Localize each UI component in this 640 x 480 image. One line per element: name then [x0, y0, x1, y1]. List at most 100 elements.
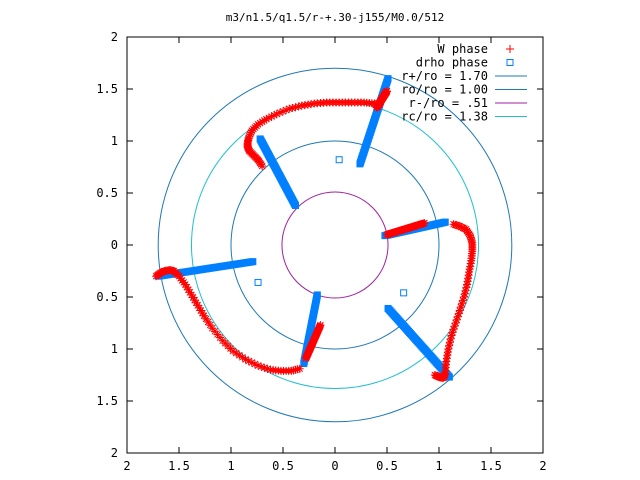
w-point: [244, 356, 253, 365]
w-point: [250, 360, 259, 369]
y-tick-label: 2: [111, 446, 118, 460]
w-point: [258, 161, 267, 170]
w-point: [467, 256, 476, 265]
drho-point: [441, 218, 449, 226]
w-point: [289, 366, 298, 375]
w-point: [282, 106, 291, 115]
w-point: [267, 112, 276, 121]
w-point: [467, 237, 476, 246]
w-point: [247, 126, 256, 135]
legend-label: r+/ro = 1.70: [401, 69, 488, 83]
w-point: [257, 362, 266, 371]
w-point: [447, 331, 456, 340]
w-point: [453, 312, 462, 321]
x-tick-label: 1.5: [480, 459, 502, 473]
w-point: [455, 306, 464, 315]
w-point: [285, 104, 294, 113]
w-point: [192, 298, 201, 307]
w-point: [467, 235, 476, 244]
w-point: [245, 132, 254, 141]
w-point: [458, 296, 467, 305]
w-point: [247, 128, 256, 137]
w-point: [187, 290, 196, 299]
circle-r-ro: [281, 191, 389, 299]
y-tick-label: 1: [111, 342, 118, 356]
w-point: [294, 102, 303, 111]
w-point: [446, 334, 455, 343]
x-tick-label: 2: [539, 459, 546, 473]
w-point: [235, 351, 244, 360]
w-point: [461, 286, 470, 295]
w-point: [462, 283, 471, 292]
x-tick-label: 2: [123, 459, 130, 473]
w-point: [316, 321, 325, 330]
w-point: [307, 100, 316, 109]
y-tick-label: 1: [111, 134, 118, 148]
legend-label: r-/ro = .51: [409, 96, 488, 110]
w-point: [458, 223, 467, 232]
x-tick-label: 0.5: [376, 459, 398, 473]
w-point: [448, 328, 457, 337]
w-point: [152, 272, 161, 281]
w-point: [466, 262, 475, 271]
w-point: [300, 101, 309, 110]
w-point: [258, 117, 267, 126]
w-point: [190, 296, 199, 305]
w-point: [262, 115, 271, 124]
w-point: [232, 349, 241, 358]
w-point: [193, 301, 202, 310]
y-tick-label: 1.5: [96, 394, 118, 408]
circle-rc-ro: [190, 100, 480, 390]
w-point: [460, 289, 469, 298]
w-point: [206, 321, 215, 330]
w-point: [195, 303, 204, 312]
w-point: [198, 309, 207, 318]
w-point: [275, 108, 284, 117]
w-point: [266, 365, 275, 374]
w-point: [260, 116, 269, 125]
w-point: [464, 271, 473, 280]
y-tick-label: 1.5: [96, 82, 118, 96]
w-point: [204, 317, 213, 326]
series-w-phase: [152, 87, 477, 383]
w-point: [465, 268, 474, 277]
w-point: [182, 283, 191, 292]
w-point: [451, 319, 460, 327]
drho-point: [291, 201, 299, 209]
w-point: [189, 293, 198, 302]
x-tick-labels: 2 1.5 1 0.5 0 0.5 1 1.5 2: [123, 459, 546, 473]
legend-label: drho phase: [416, 56, 488, 70]
w-point: [466, 233, 475, 242]
w-point: [454, 221, 463, 230]
w-point: [208, 324, 217, 333]
w-point: [454, 309, 463, 318]
y-tick-label: 0.5: [96, 186, 118, 200]
w-point: [463, 277, 472, 286]
w-point: [291, 365, 300, 374]
circle-ro-ro: [230, 140, 440, 350]
w-point: [295, 364, 304, 373]
legend-marker-drho-phase: [506, 59, 514, 66]
w-point: [449, 325, 458, 334]
w-point: [463, 280, 472, 289]
drho-point: [335, 156, 343, 164]
w-point: [184, 285, 193, 294]
legend-label: ro/ro = 1.00: [401, 83, 488, 97]
w-point: [466, 231, 475, 240]
w-point: [457, 299, 466, 308]
w-point: [442, 354, 451, 363]
w-point: [310, 99, 319, 108]
w-point: [420, 219, 429, 228]
w-point: [445, 341, 454, 350]
w-point: [246, 130, 255, 139]
legend-label: rc/ro = 1.38: [401, 110, 488, 124]
y-tick-labels: 2 1.5 1 0.5 0 0.5 1 1.5 2: [96, 30, 118, 460]
w-point: [196, 306, 205, 315]
y-tick-label: 2: [111, 30, 118, 44]
w-point: [256, 119, 265, 128]
w-point: [199, 311, 208, 320]
drho-point: [313, 291, 321, 299]
w-point: [272, 109, 281, 118]
